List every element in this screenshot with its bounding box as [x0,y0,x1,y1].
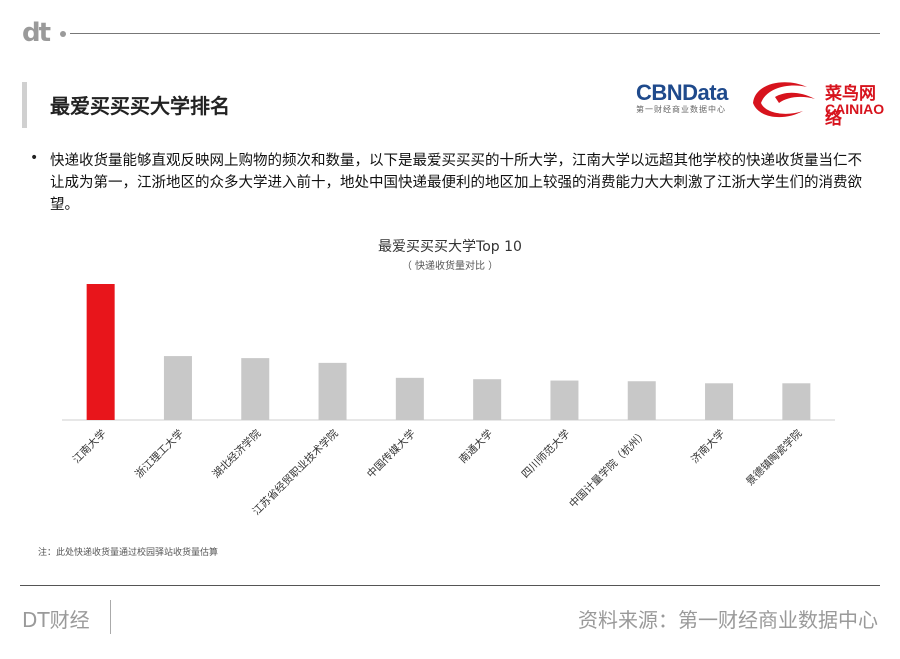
x-tick-label-5: 中国传媒大学 [364,427,418,481]
bar-1 [86,284,115,420]
x-tick-label-3: 湖北经济学院 [210,427,264,481]
cbndata-tagline: 第一财经商业数据中心 [636,105,726,114]
description-text: 快递收货量能够直观反映网上购物的频次和数量，以下是最爱买买买的十所大学，江南大学… [50,153,862,213]
chart-subtitle: （ 快递收货量对比 ） [401,261,499,272]
bar-2 [163,356,192,420]
footer-brand: DT财经 [22,608,90,632]
cbndata-wordmark: CBNData [636,80,728,105]
cbndata-logo: CBNData 第一财经商业数据中心 [636,80,728,115]
x-tick-label-10: 景德镇陶瓷学院 [743,427,805,489]
cainiao-bird-icon [753,82,815,118]
x-tick-label-6: 南通大学 [456,427,495,466]
footer-source: 资料来源：第一财经商业数据中心 [578,608,878,632]
cainiao-cn-wordmark: 菜鸟网络 [825,84,876,129]
page-title: 最爱买买买大学排名 [50,94,230,118]
footer-separator [110,600,111,634]
bar-5 [395,377,424,420]
bar-8 [627,381,656,420]
bar-4 [318,362,347,420]
x-tick-label-2: 浙江理工大学 [132,427,186,481]
chart-title: 最爱买买买大学Top 10 [378,239,522,255]
bar-7 [550,380,579,420]
bar-3 [241,358,270,420]
footer-rule [20,585,880,586]
bar-10 [782,383,811,420]
bullet-point: • [30,150,39,166]
x-tick-label-1: 江南大学 [70,427,109,466]
cainiao-logo: 菜鸟网络 CAINIAO [745,73,890,129]
bar-6 [473,379,502,420]
x-tick-label-4: 江苏省经贸职业技术学院 [250,427,341,518]
title-accent-bar [22,82,27,128]
cainiao-en-wordmark: CAINIAO [825,101,885,117]
x-tick-label-7: 四川师范大学 [519,427,573,481]
header-rule-dot [60,31,66,37]
dt-logo: dt [22,18,51,48]
x-tick-label-9: 济南大学 [688,427,727,466]
bar-9 [705,383,734,420]
x-tick-label-8: 中国计量学院（杭州） [566,427,649,510]
header-rule [70,33,880,34]
chart-footnote: 注：此处快递收货量通过校园驿站收货量估算 [38,548,219,558]
